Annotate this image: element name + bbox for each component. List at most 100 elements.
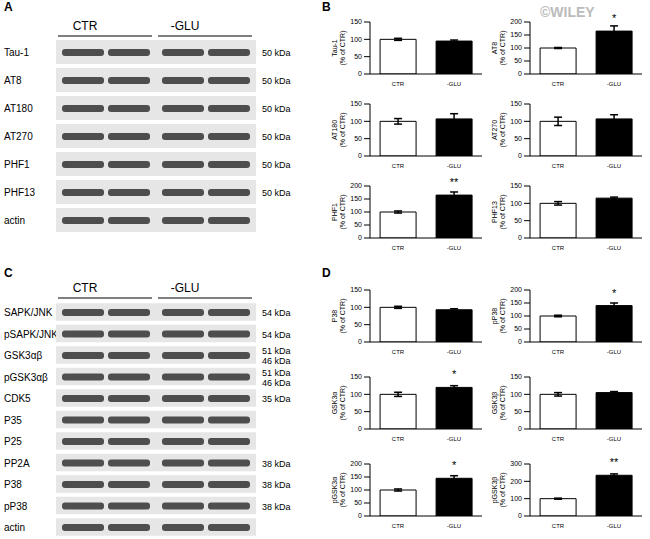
- svg-text:150: 150: [510, 100, 522, 107]
- svg-text:actin: actin: [8, 215, 25, 226]
- svg-text:54 kDa: 54 kDa: [262, 330, 291, 340]
- svg-text:CTR: CTR: [392, 81, 405, 87]
- svg-text:50: 50: [354, 408, 362, 415]
- svg-text:PHF13: PHF13: [8, 187, 36, 198]
- svg-text:CTR: CTR: [73, 19, 98, 33]
- svg-text:CTR: CTR: [552, 349, 565, 355]
- svg-text:0: 0: [518, 425, 522, 432]
- svg-text:CTR: CTR: [552, 436, 565, 442]
- svg-text:50 kDa: 50 kDa: [262, 76, 291, 86]
- svg-text:100: 100: [350, 208, 362, 215]
- svg-text:50: 50: [354, 221, 362, 228]
- svg-text:100: 100: [350, 36, 362, 43]
- svg-text:150: 150: [350, 195, 362, 202]
- svg-text:actin: actin: [8, 522, 25, 533]
- svg-text:*: *: [612, 12, 617, 24]
- svg-text:P25: P25: [8, 436, 22, 447]
- svg-text:0: 0: [358, 70, 362, 77]
- svg-text:GSK3αβ: GSK3αβ: [8, 350, 42, 361]
- svg-text:-GLU: -GLU: [447, 436, 461, 442]
- svg-text:PHF13(% of CTR): PHF13(% of CTR): [491, 195, 507, 230]
- svg-text:pP38: pP38: [8, 501, 28, 512]
- svg-text:46 kDa: 46 kDa: [262, 378, 291, 388]
- svg-text:50 kDa: 50 kDa: [262, 188, 291, 198]
- svg-text:0: 0: [518, 70, 522, 77]
- svg-text:200: 200: [510, 478, 522, 485]
- svg-text:*: *: [452, 368, 457, 380]
- svg-text:38 kDa: 38 kDa: [262, 459, 291, 469]
- svg-text:50: 50: [354, 499, 362, 506]
- svg-text:150: 150: [510, 373, 522, 380]
- svg-text:0: 0: [518, 152, 522, 159]
- svg-text:50 kDa: 50 kDa: [262, 48, 291, 58]
- svg-text:100: 100: [510, 200, 522, 207]
- svg-text:51 kDa: 51 kDa: [262, 368, 291, 378]
- svg-text:100: 100: [510, 312, 522, 319]
- svg-text:0: 0: [358, 425, 362, 432]
- svg-text:AT8: AT8: [8, 75, 22, 86]
- svg-text:46 kDa: 46 kDa: [262, 356, 291, 366]
- svg-text:0: 0: [518, 234, 522, 241]
- svg-text:200: 200: [510, 286, 522, 293]
- svg-text:0: 0: [358, 512, 362, 519]
- svg-text:pSAPK/JNK: pSAPK/JNK: [8, 329, 58, 340]
- svg-text:150: 150: [350, 373, 362, 380]
- svg-text:*: *: [452, 459, 457, 471]
- svg-text:-GLU: -GLU: [607, 81, 621, 87]
- svg-text:Tau-1: Tau-1: [8, 47, 29, 58]
- svg-text:SAPK/JNK: SAPK/JNK: [8, 307, 53, 318]
- svg-text:CTR: CTR: [552, 245, 565, 251]
- svg-text:100: 100: [510, 391, 522, 398]
- svg-text:150: 150: [350, 100, 362, 107]
- svg-text:100: 100: [510, 118, 522, 125]
- svg-text:0: 0: [358, 152, 362, 159]
- svg-text:150: 150: [350, 473, 362, 480]
- svg-text:-GLU: -GLU: [447, 523, 461, 529]
- svg-text:-GLU: -GLU: [447, 163, 461, 169]
- svg-text:50 kDa: 50 kDa: [262, 104, 291, 114]
- svg-text:100: 100: [510, 495, 522, 502]
- svg-text:-GLU: -GLU: [447, 349, 461, 355]
- svg-text:CTR: CTR: [552, 81, 565, 87]
- svg-text:100: 100: [350, 118, 362, 125]
- svg-text:-GLU: -GLU: [447, 245, 461, 251]
- svg-text:P35: P35: [8, 415, 22, 426]
- svg-text:CTR: CTR: [392, 349, 405, 355]
- svg-text:CTR: CTR: [392, 163, 405, 169]
- svg-text:38 kDa: 38 kDa: [262, 480, 291, 490]
- svg-text:50: 50: [514, 135, 522, 142]
- svg-text:AT270: AT270: [8, 131, 33, 142]
- svg-text:PP2A: PP2A: [8, 458, 30, 469]
- svg-text:-GLU: -GLU: [607, 523, 621, 529]
- svg-text:pGSK3αβ: pGSK3αβ: [8, 372, 48, 383]
- svg-text:150: 150: [510, 31, 522, 38]
- svg-text:50: 50: [354, 135, 362, 142]
- svg-text:100: 100: [350, 304, 362, 311]
- svg-text:*: *: [612, 287, 617, 299]
- svg-text:AT270(% of CTR): AT270(% of CTR): [491, 113, 507, 148]
- svg-text:-GLU: -GLU: [607, 245, 621, 251]
- svg-text:-GLU: -GLU: [171, 281, 200, 295]
- svg-text:100: 100: [350, 486, 362, 493]
- svg-text:AT180(% of CTR): AT180(% of CTR): [331, 113, 347, 148]
- svg-text:P38: P38: [8, 479, 22, 490]
- svg-text:50: 50: [514, 408, 522, 415]
- svg-text:-GLU: -GLU: [607, 163, 621, 169]
- svg-text:CTR: CTR: [392, 436, 405, 442]
- svg-text:-GLU: -GLU: [607, 349, 621, 355]
- svg-text:38 kDa: 38 kDa: [262, 502, 291, 512]
- svg-text:50: 50: [514, 57, 522, 64]
- svg-text:**: **: [610, 456, 619, 468]
- svg-text:GSK3α(% of CTR): GSK3α(% of CTR): [331, 386, 347, 421]
- svg-text:AT180: AT180: [8, 103, 33, 114]
- svg-text:100: 100: [510, 44, 522, 51]
- svg-text:P38(% of CTR): P38(% of CTR): [331, 299, 347, 334]
- svg-text:CTR: CTR: [552, 163, 565, 169]
- svg-text:150: 150: [350, 286, 362, 293]
- svg-text:-GLU: -GLU: [607, 436, 621, 442]
- svg-text:200: 200: [350, 182, 362, 189]
- svg-text:150: 150: [350, 18, 362, 25]
- svg-text:50 kDa: 50 kDa: [262, 132, 291, 142]
- svg-text:pGSK3β(% of CTR): pGSK3β(% of CTR): [491, 473, 507, 508]
- svg-text:CTR: CTR: [392, 245, 405, 251]
